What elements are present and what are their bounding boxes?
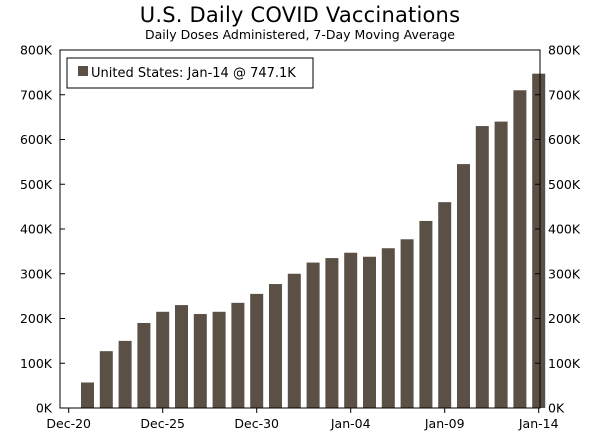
bar-dec-23 bbox=[118, 340, 132, 409]
bar-jan-12 bbox=[494, 121, 508, 408]
bar-dec-22 bbox=[99, 351, 113, 408]
legend-box bbox=[66, 57, 314, 89]
y-tick-label-left: 0K bbox=[36, 401, 53, 416]
x-tick-label: Dec-30 bbox=[234, 416, 279, 431]
y-tick-label-right: 300K bbox=[548, 266, 581, 281]
y-tick-label-left: 800K bbox=[20, 43, 53, 58]
bar-dec-24 bbox=[137, 322, 151, 408]
y-tick-label-right: 0K bbox=[548, 401, 565, 416]
bar-jan-13 bbox=[513, 90, 527, 408]
bar-jan-09 bbox=[438, 202, 452, 408]
y-tick-label-left: 200K bbox=[20, 311, 53, 326]
bar-jan-03 bbox=[325, 258, 339, 408]
bar-dec-21 bbox=[81, 382, 94, 408]
legend-swatch bbox=[78, 66, 88, 76]
x-tick-label: Dec-20 bbox=[46, 416, 91, 431]
y-tick-label-right: 600K bbox=[548, 132, 581, 147]
bar-jan-04 bbox=[344, 252, 358, 408]
chart-subtitle: Daily Doses Administered, 7-Day Moving A… bbox=[145, 27, 455, 42]
y-tick-label-right: 500K bbox=[548, 177, 581, 192]
bar-dec-30 bbox=[250, 293, 264, 408]
bar-jan-14 bbox=[532, 73, 546, 409]
bar-jan-02 bbox=[306, 262, 320, 408]
bar-dec-31 bbox=[269, 284, 282, 408]
legend-label: United States: Jan-14 @ 747.1K bbox=[91, 66, 296, 81]
y-tick-label-right: 200K bbox=[548, 311, 581, 326]
bar-jan-07 bbox=[400, 239, 414, 408]
bar-dec-25 bbox=[156, 311, 170, 408]
y-tick-label-right: 800K bbox=[548, 43, 581, 58]
y-tick-label-right: 400K bbox=[548, 222, 581, 237]
chart-title: U.S. Daily COVID Vaccinations bbox=[139, 3, 461, 27]
bar-jan-05 bbox=[363, 256, 376, 408]
bar-dec-28 bbox=[212, 311, 226, 408]
y-tick-label-left: 400K bbox=[20, 222, 53, 237]
y-tick-label-left: 300K bbox=[20, 266, 53, 281]
y-tick-label-right: 700K bbox=[548, 87, 581, 102]
x-tick-label: Dec-25 bbox=[140, 416, 185, 431]
bar-jan-08 bbox=[419, 220, 433, 408]
y-tick-label-left: 600K bbox=[20, 132, 53, 147]
y-tick-label-left: 100K bbox=[20, 356, 53, 371]
x-tick-label: Jan-04 bbox=[330, 416, 371, 431]
legend: United States: Jan-14 @ 747.1K bbox=[66, 57, 314, 89]
bar-dec-26 bbox=[175, 305, 188, 408]
x-tick-label: Jan-14 bbox=[518, 416, 559, 431]
bar-jan-10 bbox=[457, 164, 470, 408]
bar-jan-11 bbox=[475, 126, 489, 408]
y-tick-label-right: 100K bbox=[548, 356, 581, 371]
y-tick-label-left: 700K bbox=[20, 87, 53, 102]
axes-group: 0K 0K 100K 100K 200K 200K 300K 300K 400K 400K 500K… bbox=[20, 43, 581, 432]
x-tick-label: Jan-09 bbox=[424, 416, 465, 431]
bar-dec-27 bbox=[193, 314, 207, 408]
bar-jan-06 bbox=[381, 248, 395, 408]
bars-group bbox=[81, 73, 546, 409]
y-tick-label-left: 500K bbox=[20, 177, 53, 192]
bar-dec-29 bbox=[231, 302, 245, 408]
bar-jan-01 bbox=[287, 273, 301, 408]
